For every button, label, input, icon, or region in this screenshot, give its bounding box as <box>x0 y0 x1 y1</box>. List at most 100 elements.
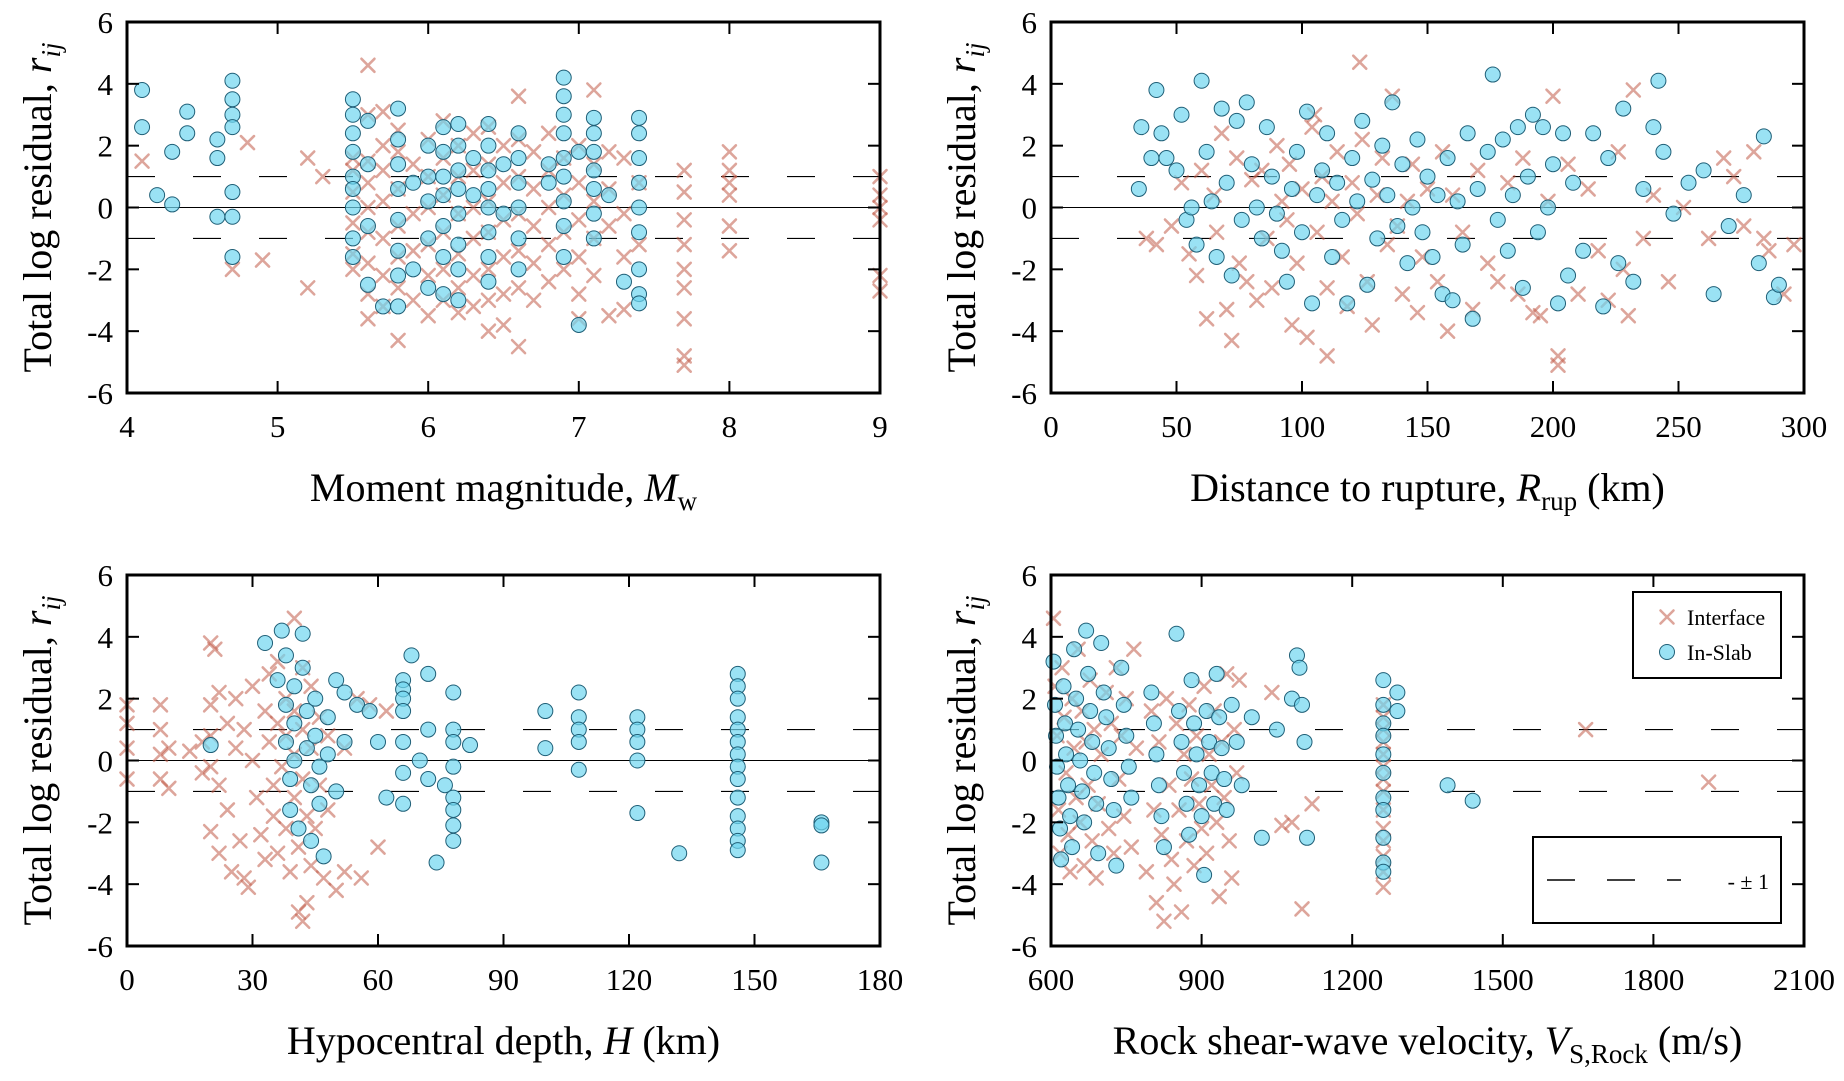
inslab-point <box>445 684 462 701</box>
x-tick-label: 1800 <box>1622 962 1684 997</box>
interface-point <box>1264 684 1280 701</box>
inslab-point <box>209 208 226 225</box>
inslab-point <box>311 795 328 812</box>
x-tick-label: 6 <box>420 409 436 444</box>
interface-point <box>1329 144 1345 160</box>
interface-point <box>314 168 331 185</box>
interface-point <box>345 261 361 278</box>
interface-point <box>1620 307 1637 324</box>
inslab-point <box>1168 625 1185 642</box>
interface-point <box>1761 242 1777 259</box>
inslab-point <box>1454 236 1471 253</box>
inslab-point <box>359 276 376 293</box>
inslab-point <box>1389 218 1406 235</box>
interface-point <box>1088 870 1104 886</box>
interface-point <box>1084 833 1100 849</box>
interface-point <box>1221 833 1238 849</box>
inslab-point <box>1050 789 1067 806</box>
interface-point <box>405 205 421 222</box>
inslab-point <box>1444 292 1461 309</box>
inslab-point <box>1349 193 1366 210</box>
interface-point <box>261 734 278 750</box>
inslab-point <box>1057 715 1074 732</box>
x-tick-label: 250 <box>1655 409 1702 444</box>
inslab-point <box>1053 851 1070 868</box>
inslab-point <box>1178 795 1195 812</box>
inslab-point <box>1389 684 1406 701</box>
inslab-point <box>290 820 307 837</box>
interface-point <box>1238 273 1255 290</box>
inslab-point <box>1529 224 1546 241</box>
y-tick-label: 2 <box>98 682 114 717</box>
interface-point <box>1223 332 1240 349</box>
inslab-point <box>1171 703 1188 720</box>
interface-point <box>224 261 241 278</box>
interface-point <box>1188 267 1205 284</box>
inslab-point <box>631 174 648 191</box>
inslab-point <box>445 758 462 775</box>
inslab-point <box>1283 180 1300 197</box>
x-tick-label: 180 <box>857 962 904 997</box>
x-tick-label: 1500 <box>1472 962 1534 997</box>
interface-point <box>303 857 319 874</box>
interface-point <box>465 162 482 179</box>
x-tick-label: 600 <box>1028 962 1075 997</box>
x-tick-label: 100 <box>1279 409 1326 444</box>
interface-point <box>152 721 169 738</box>
inslab-point <box>164 143 181 160</box>
interface-point <box>1284 317 1300 333</box>
inslab-point <box>1105 801 1122 818</box>
inslab-point <box>1080 665 1097 682</box>
inslab-point <box>1198 143 1215 160</box>
inslab-point <box>1150 777 1167 794</box>
interface-point <box>282 864 298 880</box>
inslab-point <box>1058 746 1075 763</box>
inslab-point <box>445 801 462 818</box>
interface-point <box>1294 901 1310 917</box>
inslab-point <box>298 703 315 720</box>
inslab-point <box>370 733 386 750</box>
inslab-point <box>361 703 378 720</box>
inslab-point <box>286 715 303 732</box>
inslab-point <box>1208 248 1225 265</box>
interface-point <box>239 134 256 151</box>
interface-point <box>1153 826 1170 843</box>
interface-point <box>1062 864 1078 880</box>
inslab-point <box>1076 814 1093 831</box>
interface-point <box>1168 715 1185 732</box>
interface-point <box>375 193 391 210</box>
y-tick-label: 4 <box>1022 67 1038 102</box>
inslab-point <box>1705 286 1722 303</box>
inslab-point <box>1130 180 1147 197</box>
inslab-point <box>450 292 467 309</box>
interface-point <box>1364 317 1381 333</box>
inslab-point <box>729 789 746 806</box>
inslab-point <box>1238 94 1255 111</box>
x-tick-label: 120 <box>606 962 653 997</box>
inslab-point <box>1291 659 1308 676</box>
y-tick-label: 6 <box>1022 5 1038 40</box>
interface-point <box>253 826 269 843</box>
inslab-point <box>1218 801 1235 818</box>
inslab-point <box>1424 248 1441 265</box>
interface-point <box>1570 286 1586 302</box>
inslab-point <box>450 236 467 253</box>
interface-point <box>450 280 467 296</box>
x-tick-label: 4 <box>119 409 135 444</box>
interface-point <box>248 789 265 806</box>
interface-point <box>510 88 527 104</box>
interface-point <box>616 150 632 166</box>
interface-point <box>721 218 738 234</box>
interface-point <box>211 845 227 862</box>
interface-point <box>1188 727 1205 744</box>
interface-point <box>257 703 273 719</box>
y-tick-label: -6 <box>1011 929 1037 964</box>
inslab-point <box>445 832 462 849</box>
interface-point <box>370 839 386 855</box>
inslab-point <box>1329 174 1346 191</box>
interface-point <box>1105 845 1122 862</box>
interface-point <box>360 311 376 327</box>
series-in-slab <box>1045 622 1481 883</box>
inslab-point <box>1148 746 1165 763</box>
interface-point <box>601 218 617 234</box>
